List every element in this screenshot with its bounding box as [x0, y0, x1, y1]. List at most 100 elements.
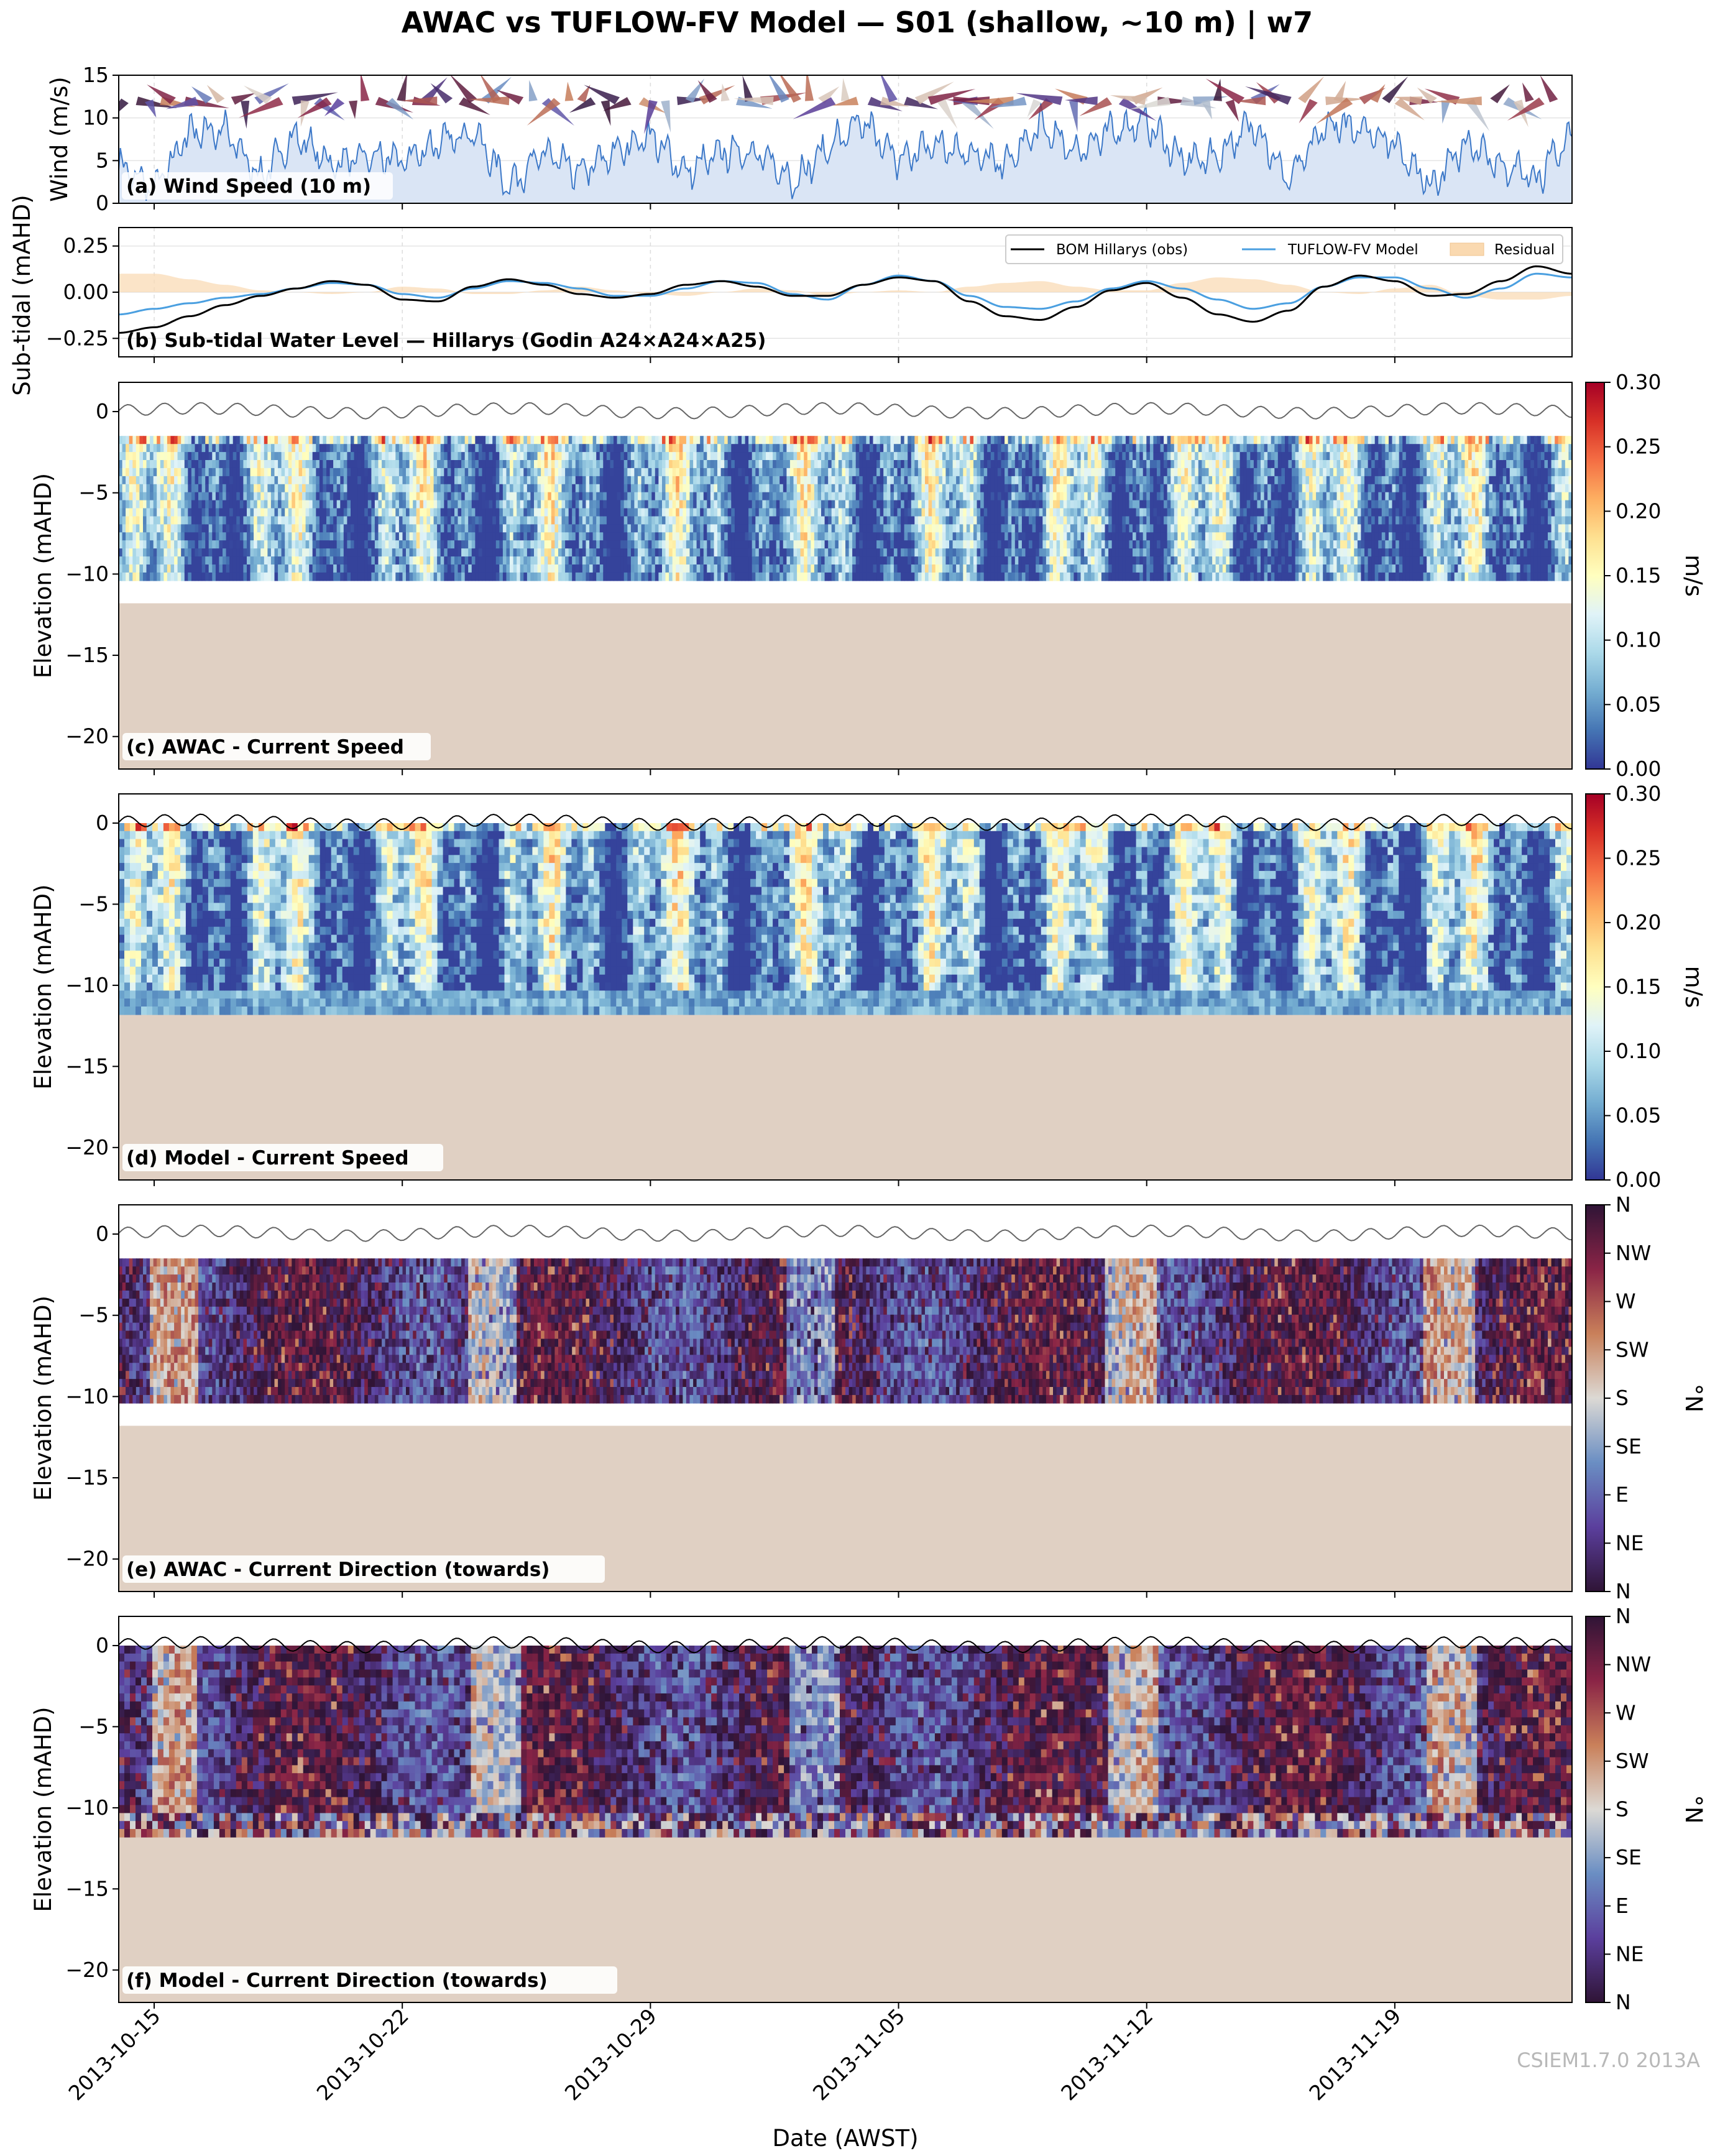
wind-direction-arrow: [1192, 96, 1229, 106]
wind-direction-arrow: [1417, 87, 1437, 104]
elevation-ytick-label: −10: [65, 1384, 109, 1408]
elevation-ytick-label: 0: [96, 1222, 109, 1246]
elevation-ytick-label: −10: [65, 1795, 109, 1820]
wind-direction-arrow: [937, 99, 958, 129]
elevation-ytick-label: −5: [78, 481, 109, 505]
colorbar-tick-label: 0.05: [1616, 1103, 1661, 1128]
panel-model-direction: −20 −15 −10 −5 0 Elevation (mAHD) (f) Model - …: [30, 1604, 1707, 2014]
wind-direction-arrow: [1118, 97, 1157, 121]
residual-band: [119, 274, 1572, 300]
heatmap-panel-label: (e) AWAC - Current Direction (towards): [126, 1559, 549, 1581]
colorbar-tick-label: 0.00: [1616, 1168, 1661, 1192]
subtidal-ytick-label: −0.25: [46, 326, 109, 350]
wind-direction-arrow: [720, 83, 730, 102]
wind-direction-arrow: [144, 99, 157, 118]
wind-direction-arrow: [165, 96, 199, 109]
water-surface-line: [119, 813, 1572, 831]
wind-direction-arrow: [927, 88, 976, 105]
subtidal-legend: BOM Hillarys (obs) TUFLOW-FV Model Resid…: [1005, 234, 1563, 264]
wind-direction-arrow: [119, 98, 129, 112]
colorbar-label: °N: [1680, 1384, 1707, 1412]
figure-title: AWAC vs TUFLOW-FV Model — S01 (shallow, …: [402, 6, 1313, 40]
wind-direction-arrow: [243, 85, 272, 104]
x-tick-label: 2013-10-29: [560, 2004, 661, 2105]
wind-direction-arrow: [769, 75, 789, 103]
water-surface-line: [119, 1224, 1572, 1242]
wind-direction-arrow: [430, 83, 453, 104]
colorbar-tick-label: SE: [1616, 1434, 1642, 1458]
wind-direction-arrow: [946, 96, 990, 106]
heatmap-cells: [119, 436, 1572, 581]
wind-direction-arrow: [1028, 98, 1053, 120]
wind-direction-arrow: [818, 86, 840, 104]
colorbar-tick-label: 0.10: [1616, 628, 1661, 652]
wind-direction-arrow: [880, 75, 898, 103]
x-tick-label: 2013-11-05: [808, 2004, 909, 2105]
elevation-ylabel: Elevation (mAHD): [30, 1707, 57, 1912]
subtidal-ylabel: Sub-tidal (mAHD): [9, 195, 35, 395]
wind-direction-arrow: [564, 81, 574, 101]
wind-direction-arrow: [685, 78, 705, 103]
wind-direction-arrow: [600, 100, 611, 126]
wind-direction-arrow: [349, 100, 357, 119]
colorbar-tick-label: 0.20: [1616, 910, 1661, 934]
x-tick-label: 2013-10-15: [63, 2004, 165, 2105]
legend-obs: BOM Hillarys (obs): [1056, 242, 1188, 258]
subtidal-panel-label: (b) Sub-tidal Water Level — Hillarys (Go…: [126, 329, 766, 352]
colorbar: [1585, 382, 1605, 770]
elevation-ytick-label: −5: [78, 1303, 109, 1327]
colorbar-tick-label: N: [1616, 1604, 1631, 1628]
elevation-ytick-label: −15: [65, 1465, 109, 1490]
wind-direction-arrow: [1299, 99, 1318, 124]
colorbar-tick-label: 0.05: [1616, 692, 1661, 716]
wind-direction-arrow: [742, 75, 754, 102]
elevation-ytick-label: 0: [96, 399, 109, 423]
wind-direction-arrow: [1433, 96, 1482, 106]
wind-direction-arrow: [481, 76, 512, 104]
colorbar: [1585, 793, 1605, 1181]
wind-direction-arrow: [793, 97, 836, 119]
wind-direction-arrow: [385, 98, 414, 120]
colorbar-tick-label: W: [1616, 1289, 1636, 1314]
wind-direction-arrow: [297, 97, 332, 118]
heatmap-cells: [119, 823, 1572, 1015]
wind-ytick-label: 15: [83, 63, 109, 87]
wind-direction-arrow: [1333, 81, 1346, 103]
wind-ytick-label: 5: [96, 148, 109, 172]
panel-wind-frame: [118, 75, 1573, 204]
wind-direction-arrow: [1540, 75, 1558, 103]
panel-awac-direction: −20 −15 −10 −5 0 Elevation (mAHD) (e) AWAC - C…: [30, 1192, 1707, 1603]
wind-direction-arrow: [964, 96, 1014, 106]
colorbar-label: m/s: [1680, 555, 1707, 597]
wind-speed-area: [119, 103, 1572, 203]
colorbar-tick-label: 0.30: [1616, 781, 1661, 806]
wind-direction-arrow: [1079, 97, 1113, 116]
colorbar-tick-label: N: [1616, 1192, 1631, 1217]
wind-direction-arrow: [577, 85, 591, 103]
colorbar-tick-label: W: [1616, 1700, 1636, 1725]
wind-direction-arrow: [147, 84, 176, 104]
x-axis-label: Date (AWST): [772, 2125, 918, 2152]
elevation-ytick-label: −15: [65, 1054, 109, 1078]
heatmap-panel-label: (f) Model - Current Direction (towards): [126, 1969, 548, 1992]
wind-panel-label: (a) Wind Speed (10 m): [126, 175, 371, 198]
wind-direction-arrow: [989, 96, 1027, 108]
colorbar-tick-label: SW: [1616, 1337, 1649, 1361]
colorbar: [1585, 1616, 1605, 2003]
wind-ytick-label: 0: [96, 191, 109, 215]
water-surface-line: [119, 1636, 1572, 1654]
wind-direction-arrow: [1064, 96, 1098, 106]
wind-direction-arrow: [401, 96, 438, 106]
colorbar-tick-label: 0.20: [1616, 499, 1661, 523]
wind-direction-arrow: [231, 93, 256, 105]
subtidal-ytick-label: 0.00: [63, 280, 109, 304]
wind-ytick-label: 10: [83, 106, 109, 130]
wind-direction-arrow: [468, 96, 510, 106]
heatmap-panel-label: (d) Model - Current Speed: [126, 1147, 409, 1169]
colorbar-tick-label: E: [1616, 1483, 1629, 1507]
wind-direction-arrow: [569, 97, 596, 113]
wind-direction-arrow: [1069, 100, 1078, 132]
colorbar-tick-label: 0.00: [1616, 757, 1661, 781]
wind-direction-arrow: [1201, 99, 1212, 120]
